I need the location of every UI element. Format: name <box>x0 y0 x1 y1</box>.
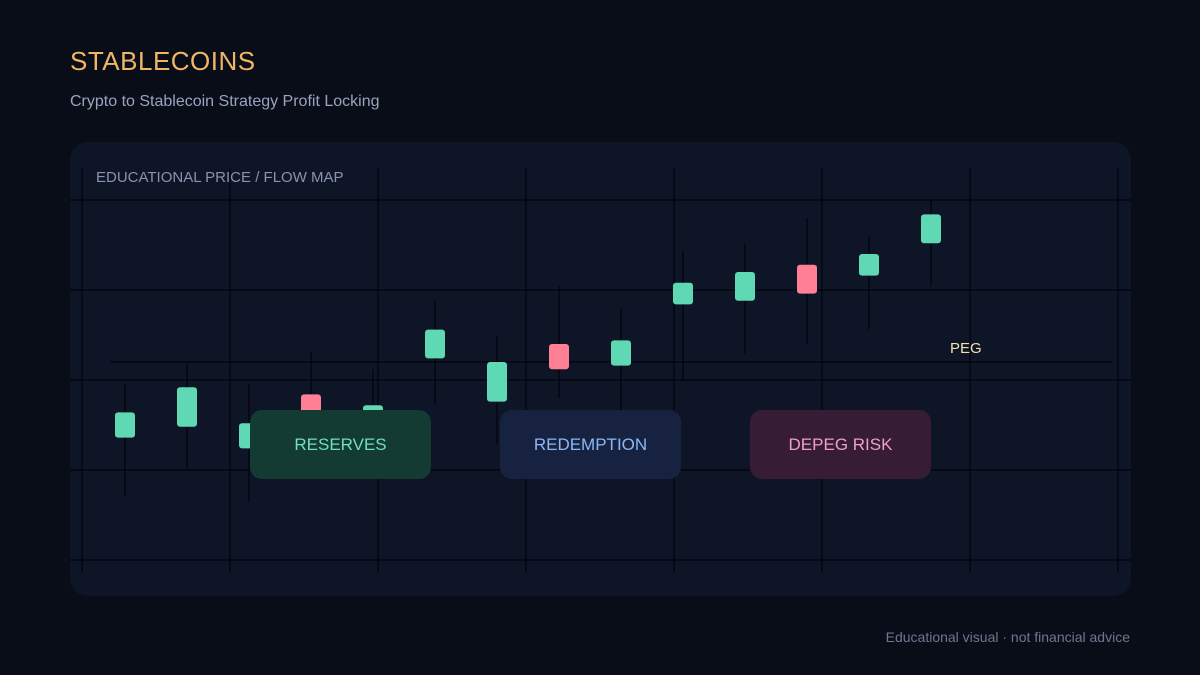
candle <box>859 236 879 330</box>
reserves-zone-label: RESERVES <box>294 434 387 454</box>
page-title: STABLECOINS <box>70 46 256 76</box>
candle-body-up <box>673 282 693 305</box>
disclaimer-note: Educational visual · not financial advic… <box>885 629 1130 645</box>
depeg-risk-zone: DEPEG RISK <box>750 410 931 479</box>
chart-panel: EDUCATIONAL PRICE / FLOW MAP PEG RESERVE… <box>70 142 1131 596</box>
candle-body-down <box>549 344 569 370</box>
candle-body-up <box>425 329 445 359</box>
candle-body-down <box>797 264 817 294</box>
depeg-risk-zone-label: DEPEG RISK <box>788 434 893 454</box>
candle <box>797 218 817 344</box>
candle <box>177 362 197 470</box>
candle <box>673 250 693 380</box>
candle-body-up <box>859 254 879 276</box>
candle-body-up <box>115 412 135 438</box>
redemption-zone: REDEMPTION <box>500 410 681 479</box>
page-subtitle: Crypto to Stablecoin Strategy Profit Loc… <box>70 93 380 110</box>
candle-body-up <box>611 340 631 366</box>
candle <box>425 300 445 406</box>
redemption-zone-label: REDEMPTION <box>533 434 648 454</box>
candlestick-chart: PEG <box>70 168 1131 572</box>
candle-body-up <box>735 272 755 301</box>
reserves-zone: RESERVES <box>250 410 431 479</box>
candle <box>611 308 631 413</box>
candle <box>549 286 569 398</box>
candle <box>115 383 135 496</box>
candle <box>735 243 755 355</box>
peg-label: PEG <box>950 340 982 357</box>
candle-body-up <box>177 387 197 427</box>
candle <box>487 336 507 445</box>
chart-label: EDUCATIONAL PRICE / FLOW MAP <box>96 169 344 186</box>
grid-lines <box>70 168 1131 572</box>
candle-body-up <box>487 362 507 402</box>
candle-body-up <box>921 214 941 244</box>
candle <box>921 200 941 287</box>
